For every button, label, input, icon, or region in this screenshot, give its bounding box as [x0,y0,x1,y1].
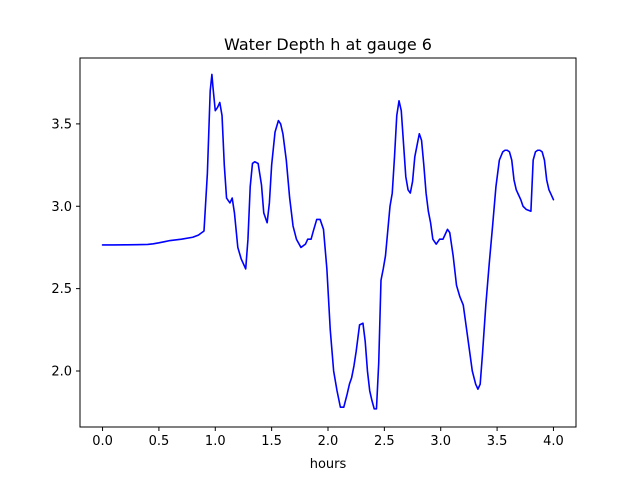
x-tick-label: 3.5 [487,434,508,449]
x-tick-label: 3.0 [430,434,451,449]
x-tick-label: 2.5 [374,434,395,449]
x-axis-label: hours [310,457,347,472]
axes-frame [79,57,577,428]
x-tick-label: 1.0 [205,434,226,449]
y-tick-label: 2.5 [51,282,72,297]
plot-area [101,73,555,410]
chart-title: Water Depth h at gauge 6 [224,35,432,54]
x-tick-label: 0.0 [92,434,113,449]
x-tick-label: 1.5 [261,434,282,449]
y-axis-ticks: 2.0 2.5 3.0 3.5 [51,117,80,379]
x-tick-label: 2.0 [318,434,339,449]
x-tick-label: 0.5 [149,434,170,449]
y-tick-label: 2.0 [51,364,72,379]
y-tick-label: 3.5 [51,117,72,132]
x-axis-ticks: 0.0 0.5 1.0 1.5 2.0 2.5 3.0 3.5 4.0 [92,427,564,449]
x-tick-label: 4.0 [543,434,564,449]
series-line-0 [101,73,555,410]
y-tick-label: 3.0 [51,200,72,215]
